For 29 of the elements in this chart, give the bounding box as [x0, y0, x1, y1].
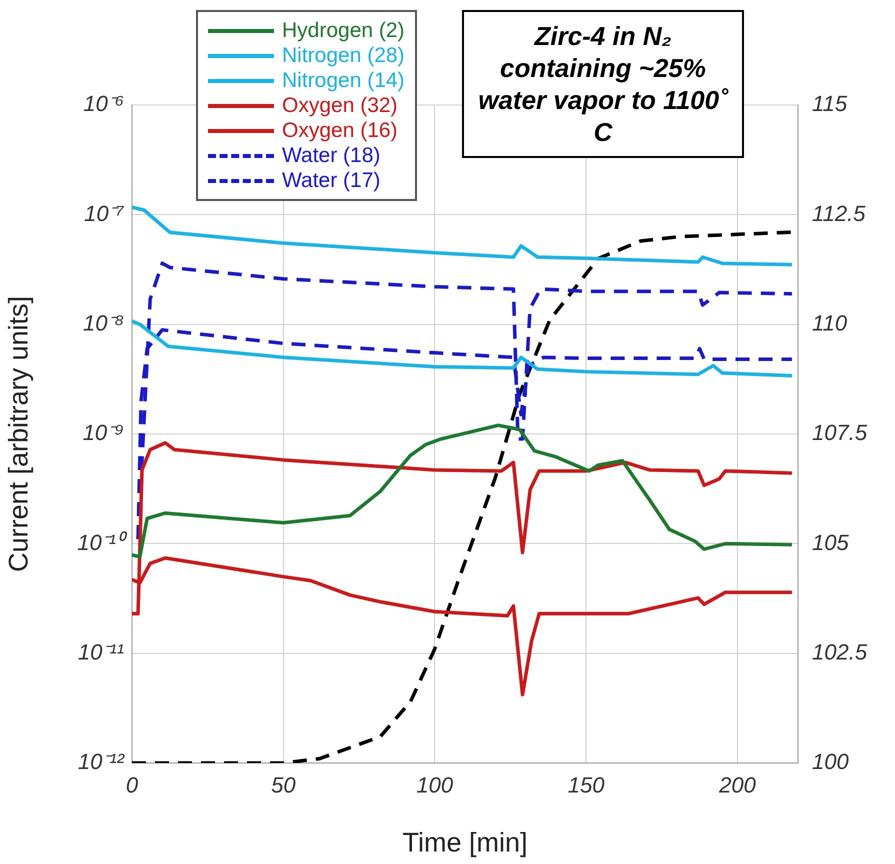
y2-tick-label: 110	[812, 310, 848, 336]
legend-label: Nitrogen (28)	[282, 43, 405, 68]
legend-label: Hydrogen (2)	[282, 18, 405, 43]
x-tick-label: 100	[416, 772, 454, 798]
y-tick-label: 10⁻¹¹	[78, 639, 124, 664]
y-tick-label: 10⁻⁸	[83, 310, 124, 336]
y-axis-title: Current [arbitrary units]	[4, 296, 34, 572]
legend-label: Oxygen (16)	[282, 118, 398, 143]
x-tick-label: 200	[718, 772, 757, 798]
legend-label: Oxygen (32)	[282, 93, 398, 118]
y-tick-label: 10⁻⁹	[82, 420, 124, 446]
x-tick-label: 0	[126, 772, 139, 798]
y2-tick-label: 107.5	[812, 420, 868, 446]
legend-label: Water (17)	[282, 168, 380, 193]
y2-tick-label: 115	[812, 91, 848, 116]
y2-tick-label: 105	[812, 530, 850, 555]
y2-tick-label: 100	[812, 749, 850, 774]
y-tick-label: 10⁻¹²	[78, 749, 125, 774]
annotation: Zirc-4 in N₂ containing ~25% water vapor to 1100˚ C	[462, 10, 744, 158]
legend-label: Water (18)	[282, 143, 380, 168]
x-axis-title: Time [min]	[402, 827, 528, 858]
x-tick-label: 50	[271, 772, 296, 798]
legend-label: Nitrogen (14)	[282, 68, 405, 93]
x-tick-label: 150	[568, 772, 606, 798]
y-tick-label: 10⁻⁷	[84, 200, 125, 226]
y2-tick-label: 102.5	[812, 639, 868, 664]
y-tick-label: 10⁻⁶	[83, 91, 124, 116]
y-tick-label: 10⁻¹⁰	[77, 530, 128, 555]
y2-tick-label: 112.5	[812, 200, 866, 226]
